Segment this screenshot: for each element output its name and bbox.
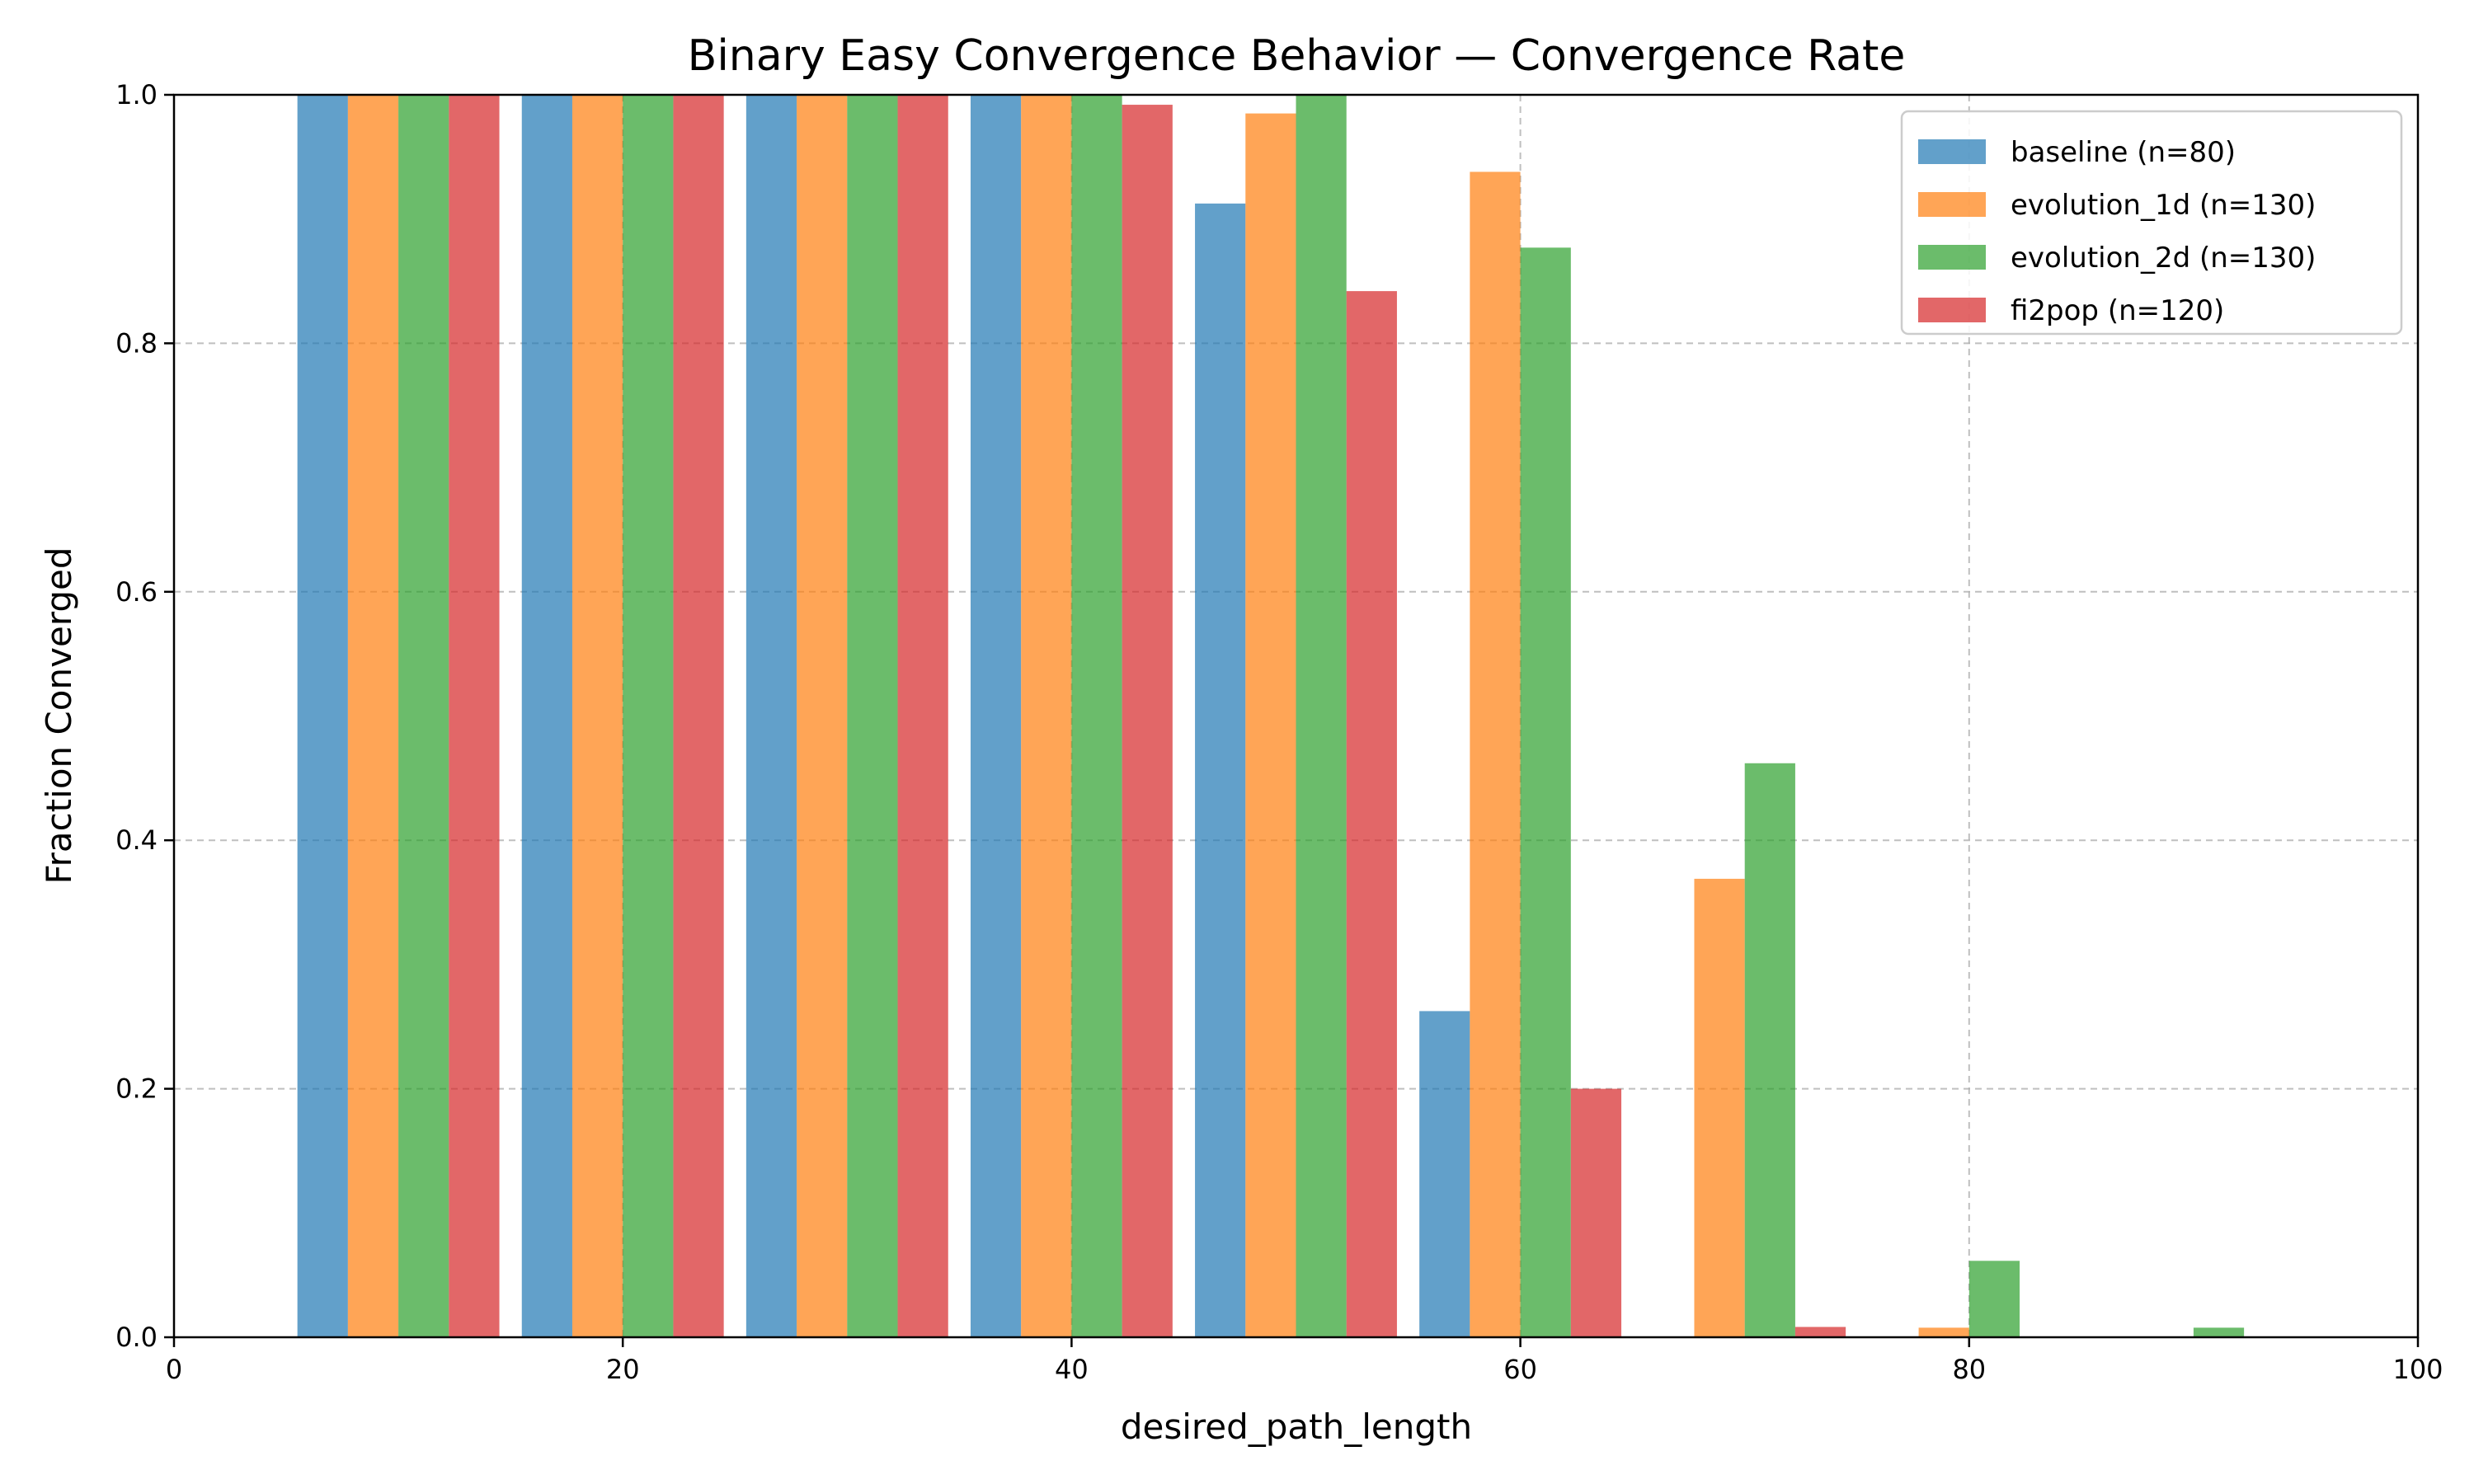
y-axis-label: Fraction Converged [39, 547, 79, 884]
bar-evolution_1d-60 [1470, 171, 1521, 1338]
bar-evolution_1d-40 [1021, 95, 1072, 1337]
bar-fi2pop-60 [1570, 1088, 1622, 1337]
bar-fi2pop-50 [1346, 291, 1397, 1338]
x-tick-label: 60 [1503, 1354, 1537, 1385]
bars [297, 95, 2245, 1338]
legend-label-evolution_2d: evolution_2d (n=130) [2011, 242, 2316, 275]
chart-title: Binary Easy Convergence Behavior — Conve… [688, 31, 1906, 81]
x-tick-label: 40 [1055, 1354, 1089, 1385]
bar-fi2pop-10 [449, 95, 500, 1337]
bar-evolution_1d-80 [1918, 1327, 1969, 1337]
y-tick-label: 0.0 [115, 1322, 158, 1353]
bar-baseline-10 [297, 95, 348, 1337]
x-tick-label: 0 [166, 1354, 182, 1385]
x-tick-label: 80 [1952, 1354, 1986, 1385]
y-tick-label: 0.6 [115, 576, 158, 608]
x-axis-ticks: 0 20 40 60 80 100 [166, 1337, 2443, 1385]
x-axis-label: desired_path_length [1121, 1407, 1472, 1447]
bar-evolution_1d-50 [1245, 113, 1296, 1338]
bar-evolution_2d-50 [1296, 95, 1347, 1337]
bar-fi2pop-20 [673, 95, 724, 1337]
legend-box [1900, 110, 2403, 336]
legend-swatch-evolution_1d [1918, 192, 1986, 217]
bar-evolution_2d-70 [1744, 763, 1795, 1337]
y-tick-label: 0.2 [115, 1073, 158, 1105]
x-tick-label: 20 [606, 1354, 640, 1385]
bar-evolution_1d-30 [797, 95, 848, 1337]
y-tick-label: 1.0 [115, 79, 158, 110]
legend-swatch-baseline [1918, 139, 1986, 164]
bar-evolution_2d-10 [398, 95, 449, 1337]
legend: baseline (n=80) evolution_1d (n=130) evolu… [1900, 110, 2403, 336]
legend-swatch-fi2pop [1918, 298, 1986, 322]
bar-evolution_2d-80 [1968, 1261, 2020, 1337]
bar-evolution_2d-60 [1520, 247, 1571, 1338]
legend-label-baseline: baseline (n=80) [2011, 136, 2236, 169]
legend-label-evolution_1d: evolution_1d (n=130) [2011, 189, 2316, 222]
y-tick-label: 0.8 [115, 327, 158, 359]
bar-evolution_1d-70 [1694, 878, 1745, 1337]
bar-evolution_2d-20 [623, 95, 674, 1337]
bar-fi2pop-40 [1122, 105, 1173, 1337]
legend-label-fi2pop: fi2pop (n=120) [2011, 294, 2224, 327]
bar-baseline-60 [1419, 1011, 1470, 1337]
y-axis-ticks: 0.0 0.2 0.4 0.6 0.8 1.0 [115, 79, 174, 1353]
bar-evolution_2d-90 [2193, 1327, 2245, 1337]
bar-evolution_1d-20 [571, 95, 623, 1337]
bar-fi2pop-70 [1794, 1327, 1846, 1337]
bar-evolution_2d-40 [1071, 95, 1122, 1337]
bar-baseline-50 [1195, 203, 1246, 1337]
y-tick-label: 0.4 [115, 824, 158, 856]
bar-evolution_1d-10 [347, 95, 399, 1337]
plot-frame [172, 93, 2420, 1339]
legend-swatch-evolution_2d [1918, 245, 1986, 270]
bar-evolution_2d-30 [847, 95, 898, 1337]
bar-baseline-20 [521, 95, 572, 1337]
x-tick-label: 100 [2392, 1354, 2443, 1385]
bar-baseline-40 [970, 95, 1022, 1337]
bar-fi2pop-30 [897, 95, 948, 1337]
bar-baseline-30 [745, 95, 797, 1337]
